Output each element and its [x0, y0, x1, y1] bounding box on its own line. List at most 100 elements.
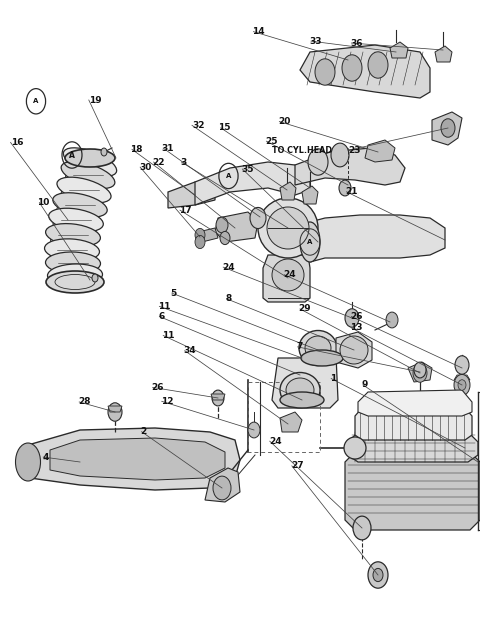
Polygon shape — [300, 45, 430, 98]
Polygon shape — [198, 228, 218, 242]
Text: 20: 20 — [278, 117, 291, 126]
Polygon shape — [310, 215, 445, 262]
Circle shape — [414, 362, 426, 378]
Ellipse shape — [61, 161, 115, 189]
Polygon shape — [390, 42, 408, 58]
Polygon shape — [205, 468, 240, 502]
Circle shape — [458, 380, 466, 391]
Circle shape — [331, 143, 349, 167]
Circle shape — [345, 309, 359, 327]
Text: 22: 22 — [153, 158, 165, 166]
Text: 18: 18 — [130, 145, 142, 154]
Polygon shape — [18, 428, 240, 490]
Text: 25: 25 — [265, 137, 278, 146]
Ellipse shape — [299, 330, 337, 365]
Circle shape — [248, 422, 260, 438]
Ellipse shape — [300, 222, 320, 262]
Text: 10: 10 — [37, 198, 50, 207]
Circle shape — [441, 119, 455, 137]
Text: 12: 12 — [161, 397, 173, 406]
Polygon shape — [408, 362, 432, 382]
Text: 34: 34 — [184, 346, 196, 355]
Text: A: A — [307, 239, 312, 245]
Text: 30: 30 — [139, 163, 152, 172]
Ellipse shape — [286, 378, 314, 402]
Polygon shape — [168, 182, 215, 208]
Polygon shape — [355, 408, 472, 440]
Circle shape — [213, 476, 231, 500]
Polygon shape — [108, 406, 122, 412]
Circle shape — [368, 52, 388, 78]
Polygon shape — [454, 375, 470, 380]
Ellipse shape — [46, 252, 100, 274]
Circle shape — [101, 148, 107, 156]
Circle shape — [339, 180, 351, 196]
Circle shape — [108, 403, 122, 421]
Text: 17: 17 — [179, 206, 191, 215]
Text: 21: 21 — [346, 187, 358, 196]
Ellipse shape — [340, 336, 368, 364]
Ellipse shape — [267, 207, 309, 249]
Text: 16: 16 — [11, 138, 23, 147]
Text: 6: 6 — [158, 312, 165, 321]
Polygon shape — [365, 140, 395, 162]
Text: 28: 28 — [78, 398, 90, 406]
Text: 5: 5 — [170, 289, 177, 298]
Text: 8: 8 — [226, 294, 232, 303]
Text: 19: 19 — [89, 96, 101, 104]
Circle shape — [216, 217, 228, 233]
Ellipse shape — [46, 271, 104, 293]
Ellipse shape — [280, 392, 324, 408]
Text: 1: 1 — [330, 374, 336, 383]
Circle shape — [353, 516, 371, 540]
Circle shape — [454, 375, 470, 396]
Text: 2: 2 — [141, 427, 147, 436]
Polygon shape — [280, 182, 296, 200]
Polygon shape — [336, 332, 372, 368]
Circle shape — [342, 55, 362, 81]
Circle shape — [373, 568, 383, 582]
Ellipse shape — [48, 264, 103, 286]
Text: 32: 32 — [192, 121, 204, 130]
Polygon shape — [432, 112, 462, 145]
Circle shape — [315, 59, 335, 85]
Polygon shape — [435, 46, 452, 62]
Ellipse shape — [46, 223, 100, 246]
Text: 36: 36 — [350, 39, 363, 47]
Circle shape — [368, 562, 388, 588]
Ellipse shape — [45, 239, 99, 261]
Polygon shape — [211, 394, 225, 400]
Circle shape — [386, 312, 398, 328]
Polygon shape — [272, 355, 338, 408]
Circle shape — [92, 274, 98, 282]
Text: 23: 23 — [348, 146, 361, 154]
Text: 13: 13 — [350, 323, 363, 332]
Circle shape — [413, 364, 427, 382]
Ellipse shape — [53, 192, 107, 217]
Ellipse shape — [63, 148, 117, 176]
Ellipse shape — [280, 372, 320, 408]
Polygon shape — [295, 148, 405, 185]
Text: 3: 3 — [180, 158, 186, 166]
Text: 26: 26 — [152, 383, 164, 392]
Polygon shape — [280, 412, 302, 432]
Ellipse shape — [57, 177, 111, 203]
Circle shape — [250, 208, 266, 229]
Text: 33: 33 — [310, 37, 322, 46]
Polygon shape — [50, 438, 225, 480]
Text: A: A — [33, 98, 39, 104]
Polygon shape — [358, 390, 472, 416]
Circle shape — [195, 229, 205, 242]
Text: 9: 9 — [362, 380, 368, 389]
Ellipse shape — [48, 208, 103, 232]
Text: 29: 29 — [299, 304, 311, 313]
Circle shape — [455, 356, 469, 374]
Circle shape — [308, 149, 328, 175]
Circle shape — [212, 390, 224, 406]
Text: 27: 27 — [291, 461, 303, 470]
Text: 11: 11 — [162, 331, 175, 340]
Ellipse shape — [301, 350, 343, 366]
Text: 11: 11 — [158, 302, 171, 311]
Ellipse shape — [344, 437, 366, 459]
Ellipse shape — [305, 336, 331, 360]
